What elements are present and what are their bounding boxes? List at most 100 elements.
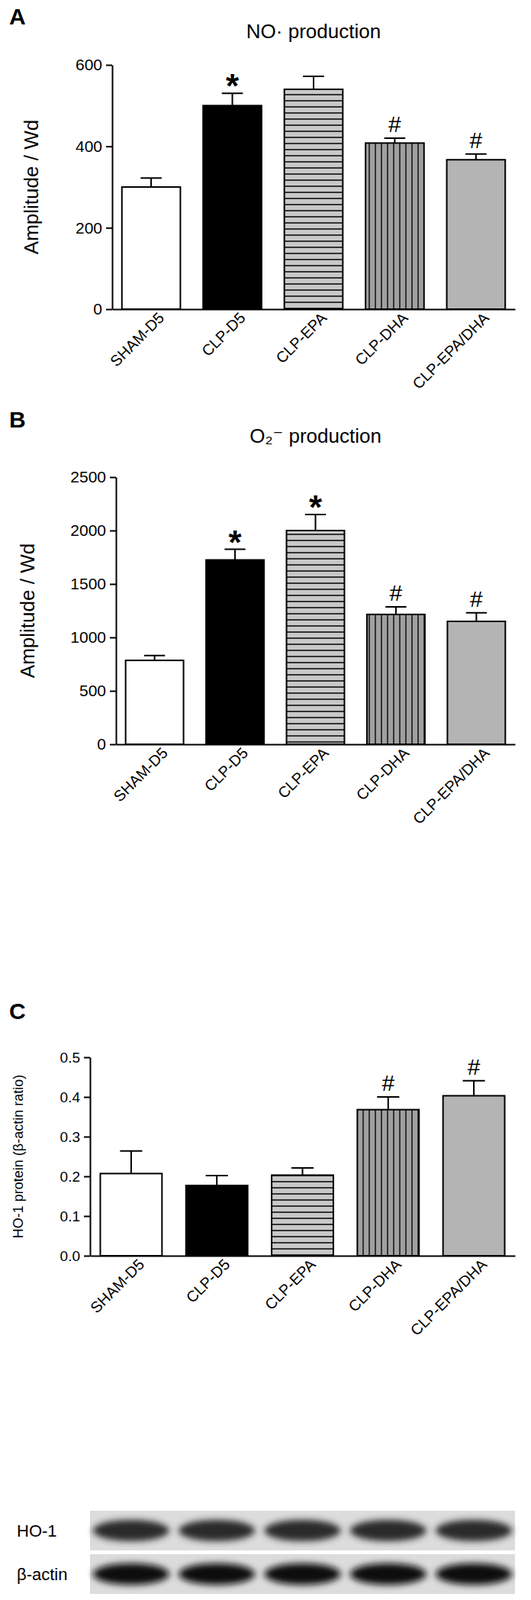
x-axis: SHAM-D5CLP-D5CLP-EPACLP-DHACLP-EPA/DHA xyxy=(106,308,515,393)
y-tick-label: 600 xyxy=(75,55,103,74)
x-tick: CLP-DHA xyxy=(344,1255,405,1315)
y-tick-mark xyxy=(109,530,116,532)
x-tick: CLP-EPA/DHA xyxy=(408,308,493,393)
bar xyxy=(99,1172,162,1256)
blot-band xyxy=(435,1562,512,1584)
significance-marker: # xyxy=(467,1053,481,1079)
panel-letter: C xyxy=(9,997,26,1024)
y-tick-label: 1500 xyxy=(70,574,107,593)
error-bar xyxy=(291,1167,314,1175)
significance-marker: * xyxy=(225,67,240,105)
error-bar xyxy=(119,1150,142,1174)
error-bar xyxy=(205,1174,229,1185)
y-tick-mark xyxy=(106,64,113,67)
x-tick-label: SHAM-D5 xyxy=(110,743,171,805)
x-tick-label: CLP-EPA/DHA xyxy=(408,308,493,393)
blot-band xyxy=(263,1562,341,1584)
y-tick: 0.5 xyxy=(60,1049,91,1066)
error-bar xyxy=(144,655,165,660)
y-tick-label: 200 xyxy=(75,218,103,237)
y-tick-mark xyxy=(106,308,113,311)
x-tick: CLP-D5 xyxy=(183,1255,234,1306)
bar xyxy=(186,1184,248,1256)
x-axis: SHAM-D5 CLP-D5 CLP-EPA CLP-DHACLP-EPA/DHA xyxy=(86,1255,516,1339)
bar xyxy=(271,1174,334,1256)
x-tick: CLP-EPA/DHA xyxy=(409,743,493,828)
y-tick-mark xyxy=(83,1255,91,1257)
x-tick-label: CLP-EPA/DHA xyxy=(406,1255,490,1339)
y-tick-mark xyxy=(109,743,116,746)
y-axis: 0 200 400 600 xyxy=(75,55,113,318)
y-axis: 0.00.10.20.30.40.5 xyxy=(60,1049,91,1264)
y-tick: 0.3 xyxy=(60,1128,91,1145)
y-tick: 400 xyxy=(75,137,113,155)
bar xyxy=(205,559,264,745)
panel-letter: A xyxy=(9,3,26,29)
x-tick: CLP-EPA xyxy=(261,1255,319,1313)
blot-band xyxy=(178,1562,255,1584)
bar xyxy=(202,105,262,309)
y-tick-mark xyxy=(109,583,116,586)
y-tick-label: 400 xyxy=(75,137,103,155)
x-tick: CLP-D5 xyxy=(198,308,249,360)
x-tick: SHAM-D5 xyxy=(86,1255,148,1316)
x-axis-line xyxy=(112,308,516,311)
bar xyxy=(286,530,345,744)
chart-panel: ANO· productionAmplitude / Wd*##02004006… xyxy=(9,3,516,393)
y-tick-label: 0.4 xyxy=(60,1088,81,1105)
chart-title: NO· production xyxy=(246,19,381,43)
y-tick: 2500 xyxy=(70,467,116,486)
error-bar xyxy=(140,177,162,187)
bar xyxy=(366,614,425,744)
x-tick-label: CLP-DHA xyxy=(353,743,413,804)
x-tick: SHAM-D5 xyxy=(110,743,171,805)
blot-band xyxy=(93,1562,170,1584)
y-tick: 0 xyxy=(96,734,116,753)
panel-letter: B xyxy=(9,406,26,432)
bar xyxy=(357,1109,419,1256)
y-tick: 0 xyxy=(93,299,113,318)
y-axis-line xyxy=(90,1057,92,1256)
y-tick-mark xyxy=(83,1136,91,1138)
significance-marker: # xyxy=(469,127,483,153)
figure: A NO· production Amplitude / Wd * # #0 200 400 6… xyxy=(0,0,531,1600)
significance-marker: # xyxy=(388,111,402,137)
blot-band xyxy=(263,1518,341,1541)
y-tick-label: 0.2 xyxy=(60,1168,81,1185)
y-axis-title: Amplitude / Wd xyxy=(16,543,39,678)
y-axis: 0 500 1000 1500 2000 2500 xyxy=(70,467,116,753)
bar xyxy=(447,159,506,309)
significance-marker: # xyxy=(469,585,483,612)
y-tick-mark xyxy=(83,1096,91,1098)
significance-marker: * xyxy=(228,523,242,561)
chart-panel: CHO-1 protein (β-actin ratio)##0.00.10.2… xyxy=(9,997,516,1339)
significance-marker: # xyxy=(381,1069,395,1095)
y-tick-label: 500 xyxy=(79,681,107,699)
bar xyxy=(443,1094,506,1256)
y-tick-label: 0 xyxy=(96,734,107,753)
x-tick-label: CLP-EPA xyxy=(274,743,332,802)
y-tick: 500 xyxy=(79,681,116,699)
western-blot: HO-1β-actin xyxy=(16,1509,515,1593)
error-bar xyxy=(302,76,325,90)
y-tick: 600 xyxy=(75,55,113,74)
y-tick: 0.2 xyxy=(60,1168,91,1185)
x-tick-label: CLP-D5 xyxy=(198,308,249,360)
y-tick-label: 2000 xyxy=(70,521,107,539)
plot-area xyxy=(122,76,506,309)
blot-label: HO-1 xyxy=(16,1520,58,1540)
chart-panel: BO₂⁻ productionAmplitude / Wd**##0500100… xyxy=(9,406,516,828)
bar xyxy=(125,659,184,744)
x-tick: CLP-EPA xyxy=(274,743,332,802)
y-tick-mark xyxy=(109,690,116,692)
error-bar xyxy=(385,606,406,615)
y-tick: 1000 xyxy=(70,627,116,646)
blot-band xyxy=(178,1518,255,1541)
x-tick-label: SHAM-D5 xyxy=(86,1255,148,1316)
y-tick-label: 0.5 xyxy=(60,1049,81,1066)
x-tick-label: CLP-D5 xyxy=(183,1255,234,1306)
plot-area xyxy=(125,514,506,744)
x-tick: CLP-EPA/DHA xyxy=(406,1255,490,1339)
bar xyxy=(447,621,506,744)
y-tick: 0.0 xyxy=(60,1247,91,1264)
